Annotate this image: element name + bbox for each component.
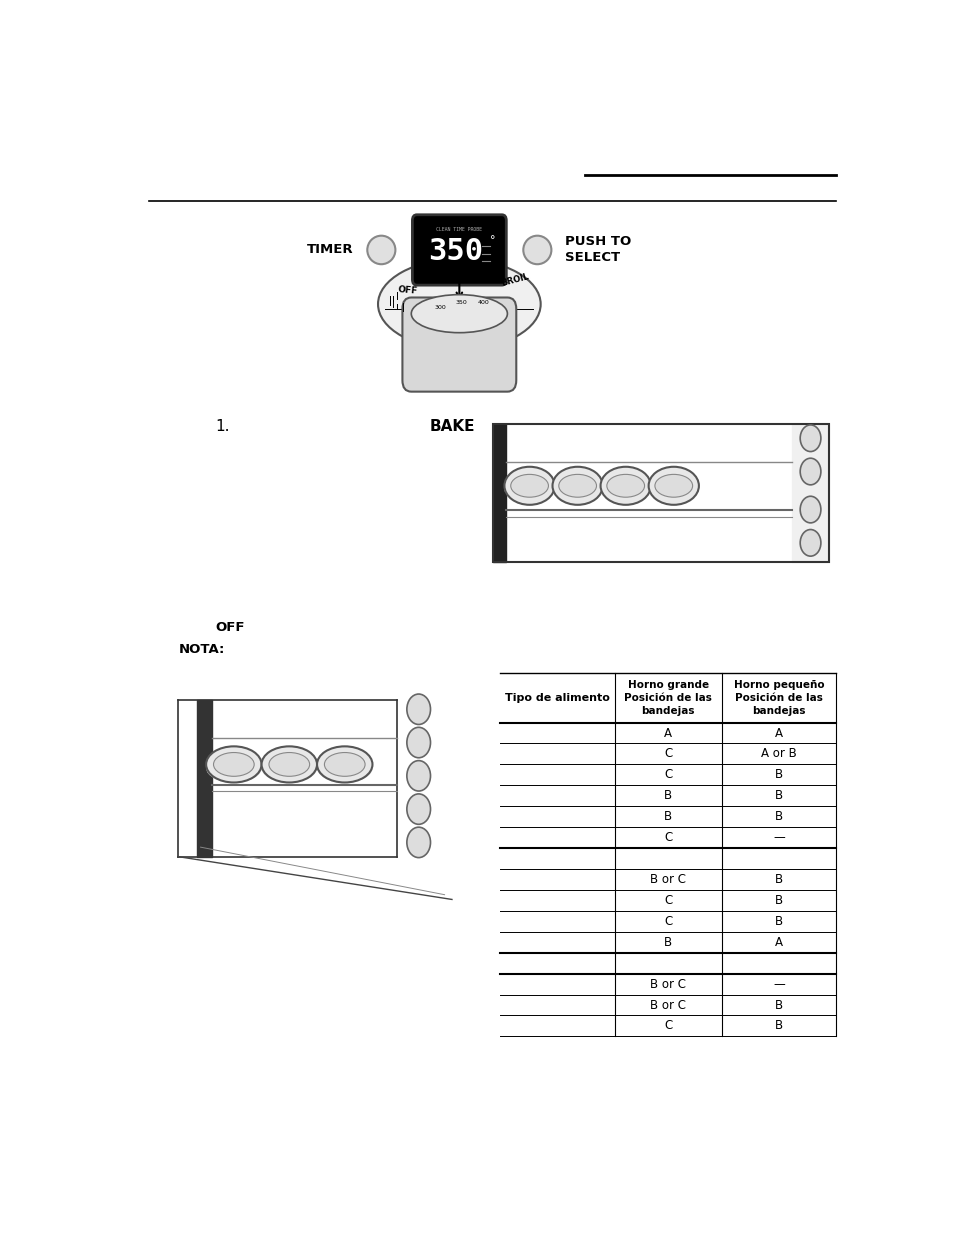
Text: TIMER: TIMER	[307, 243, 354, 257]
Text: A or B: A or B	[760, 747, 796, 761]
Text: 400: 400	[477, 300, 489, 305]
Ellipse shape	[523, 236, 551, 264]
Text: 350: 350	[456, 300, 467, 305]
Ellipse shape	[552, 467, 602, 505]
Text: B: B	[774, 768, 782, 782]
Text: Tipo de alimento: Tipo de alimento	[504, 693, 609, 703]
Ellipse shape	[504, 467, 554, 505]
FancyBboxPatch shape	[402, 298, 516, 391]
Text: B: B	[774, 789, 782, 803]
Text: B: B	[663, 789, 672, 803]
Circle shape	[800, 458, 820, 485]
Text: B or C: B or C	[650, 999, 685, 1011]
Text: Horno pequeño
Posición de las
bandejas: Horno pequeño Posición de las bandejas	[733, 679, 823, 716]
Text: BROIL: BROIL	[499, 273, 529, 288]
Ellipse shape	[606, 474, 644, 498]
Text: —: —	[773, 831, 784, 845]
Text: A: A	[774, 936, 782, 948]
Ellipse shape	[316, 746, 372, 783]
Ellipse shape	[600, 467, 650, 505]
Text: OFF: OFF	[215, 621, 245, 634]
Text: B: B	[774, 894, 782, 906]
Text: PUSH TO
SELECT: PUSH TO SELECT	[564, 236, 630, 264]
Text: 300: 300	[435, 305, 446, 310]
Text: A: A	[774, 726, 782, 740]
Ellipse shape	[206, 746, 261, 783]
Text: CLEAN TIME PROBE: CLEAN TIME PROBE	[436, 227, 482, 232]
Text: B: B	[774, 1019, 782, 1032]
Ellipse shape	[600, 485, 650, 496]
Ellipse shape	[261, 753, 316, 783]
Circle shape	[406, 694, 430, 725]
Text: OFF: OFF	[396, 285, 417, 296]
Text: Horno grande
Posición de las
bandejas: Horno grande Posición de las bandejas	[623, 679, 711, 716]
Ellipse shape	[206, 753, 261, 783]
Ellipse shape	[648, 467, 699, 505]
Ellipse shape	[654, 474, 692, 498]
Text: B or C: B or C	[650, 873, 685, 885]
Text: B: B	[774, 873, 782, 885]
Ellipse shape	[648, 485, 699, 496]
Text: B: B	[774, 915, 782, 927]
Text: C: C	[663, 831, 672, 845]
Text: BAKE: BAKE	[429, 419, 475, 435]
Text: C: C	[663, 894, 672, 906]
Circle shape	[406, 827, 430, 857]
Ellipse shape	[552, 485, 602, 496]
Text: A: A	[663, 726, 672, 740]
Text: °: °	[489, 236, 495, 246]
Text: 1.: 1.	[215, 419, 230, 435]
Bar	[492, 424, 828, 562]
Ellipse shape	[558, 474, 596, 498]
Circle shape	[406, 727, 430, 758]
Text: C: C	[663, 1019, 672, 1032]
Text: NOTA:: NOTA:	[178, 642, 225, 656]
Text: 350: 350	[428, 237, 483, 267]
Circle shape	[406, 761, 430, 792]
Ellipse shape	[510, 474, 548, 498]
Text: B: B	[663, 810, 672, 824]
Ellipse shape	[411, 295, 507, 332]
Ellipse shape	[377, 259, 540, 350]
Text: C: C	[663, 768, 672, 782]
Circle shape	[406, 794, 430, 824]
Text: C: C	[663, 915, 672, 927]
Circle shape	[800, 496, 820, 522]
Text: B or C: B or C	[650, 978, 685, 990]
Text: —: —	[773, 978, 784, 990]
Ellipse shape	[504, 485, 554, 496]
Ellipse shape	[269, 752, 310, 777]
Text: B: B	[774, 999, 782, 1011]
Ellipse shape	[213, 752, 253, 777]
Ellipse shape	[261, 746, 316, 783]
Circle shape	[800, 530, 820, 556]
Text: B: B	[663, 936, 672, 948]
Ellipse shape	[367, 236, 395, 264]
Text: B: B	[774, 810, 782, 824]
Ellipse shape	[316, 753, 372, 783]
Text: BAKE: BAKE	[448, 267, 475, 277]
Circle shape	[800, 425, 820, 452]
Text: C: C	[663, 747, 672, 761]
Ellipse shape	[324, 752, 365, 777]
FancyBboxPatch shape	[412, 215, 506, 285]
